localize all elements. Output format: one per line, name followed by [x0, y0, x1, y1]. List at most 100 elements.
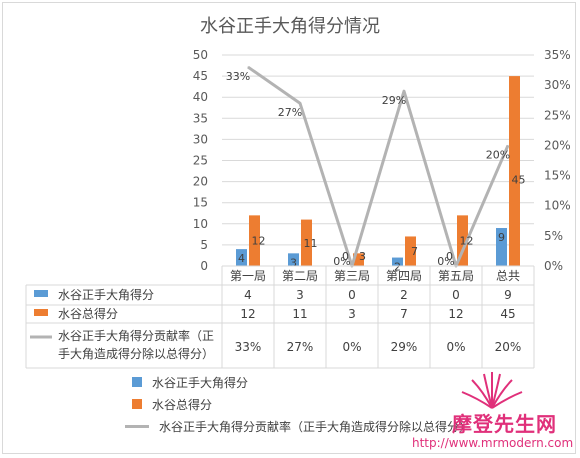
- bar-series2: [353, 253, 364, 266]
- bar-series2: [301, 219, 312, 266]
- table-swatch-series2: [34, 309, 48, 316]
- right-tick-label: 25%: [544, 108, 571, 122]
- table-cell: 12: [448, 307, 463, 321]
- watermark: 摩登先生网 http://www.mrmodern.com: [412, 372, 574, 450]
- table-category-label: 第一局: [230, 269, 266, 283]
- left-tick-label: 50: [193, 48, 208, 62]
- legend-item-series2: 水谷总得分: [132, 394, 471, 414]
- table-cell: 3: [296, 288, 304, 302]
- legend-label-series2: 水谷总得分: [152, 397, 213, 412]
- table-category-label: 第四局: [386, 269, 422, 283]
- line-point-series3: [507, 144, 509, 146]
- table-row-name: 水谷正手大角得分贡献率（正: [58, 328, 214, 343]
- watermark-url: http://www.mrmodern.com: [412, 436, 574, 450]
- bar-label-series2: 45: [512, 174, 526, 187]
- left-tick-label: 45: [193, 69, 208, 83]
- line-label-series3: 27%: [278, 106, 302, 119]
- line-point-series3: [403, 90, 405, 92]
- table-cell: 0%: [446, 340, 465, 354]
- line-label-series3: 29%: [382, 94, 406, 107]
- right-tick-label: 0%: [544, 259, 563, 273]
- left-tick-label: 20: [193, 175, 208, 189]
- watermark-title: 摩登先生网: [452, 412, 557, 436]
- bar-label-series1: 4: [238, 252, 245, 265]
- table-swatch-series1: [34, 290, 48, 297]
- right-tick-label: 30%: [544, 78, 571, 92]
- left-axis: 0 5 10 15 20 25 30 35 40 45 50: [193, 48, 208, 273]
- bar-label-series2: 12: [252, 235, 266, 248]
- bar-series1: [392, 257, 403, 266]
- bar-series1: [496, 228, 507, 266]
- bar-label-series1: 0: [446, 250, 453, 263]
- line-point-series3: [299, 102, 301, 104]
- right-tick-label: 35%: [544, 48, 571, 62]
- bar-label-series1: 9: [498, 231, 505, 244]
- table-cell: 12: [240, 307, 255, 321]
- table-category-label: 总共: [496, 269, 520, 283]
- line-label-series3: 33%: [226, 70, 250, 83]
- table-row-name: 水谷正手大角得分: [58, 287, 154, 302]
- table-category-label: 第三局: [334, 269, 370, 283]
- legend-label-series1: 水谷正手大角得分: [152, 375, 249, 390]
- chart-title: 水谷正手大角得分情况: [200, 16, 380, 37]
- left-tick-label: 0: [200, 259, 208, 273]
- bar-label-series2: 7: [411, 245, 418, 258]
- table-category-label: 第五局: [438, 269, 474, 283]
- watermark-flower-icon: [461, 372, 523, 409]
- right-tick-label: 15%: [544, 169, 571, 183]
- legend-swatch-series2: [132, 399, 142, 409]
- bar-series2: [457, 215, 468, 266]
- right-tick-label: 10%: [544, 199, 571, 213]
- table-cell: 33%: [235, 340, 262, 354]
- bar-series2: [249, 215, 260, 266]
- bar-label-series1: 3: [290, 256, 297, 269]
- legend-label-series3: 水谷正手大角得分贡献率（正手大角造成得分除以总得分）: [159, 419, 472, 434]
- table-row-name: 手大角造成得分除以总得分）: [58, 346, 214, 361]
- legend-item-series3: 水谷正手大角得分贡献率（正手大角造成得分除以总得分）: [125, 416, 472, 436]
- bar-series1: [288, 253, 299, 266]
- right-tick-label: 20%: [544, 138, 571, 152]
- table-cell: 7: [400, 307, 408, 321]
- table-cell: 2: [400, 288, 408, 302]
- table-cell: 0%: [342, 340, 361, 354]
- legend-item-series1: 水谷正手大角得分: [132, 372, 471, 392]
- table-cell: 3: [348, 307, 356, 321]
- chart-frame: [2, 2, 576, 454]
- bars: [236, 76, 520, 266]
- bar-series2: [405, 236, 416, 266]
- legend: 水谷正手大角得分 水谷总得分 水谷正手大角得分贡献率（正手大角造成得分除以总得分…: [125, 372, 472, 438]
- table-cell: 4: [244, 288, 252, 302]
- left-tick-label: 35: [193, 111, 208, 125]
- line-label-series3: 0%: [437, 255, 454, 268]
- bar-series1: [236, 249, 247, 266]
- table-cell: 0: [348, 288, 356, 302]
- table-cell: 45: [500, 307, 515, 321]
- left-tick-label: 25: [193, 154, 208, 168]
- bar-label-series2: 11: [304, 237, 318, 250]
- left-tick-label: 15: [193, 196, 208, 210]
- bar-label-series1: 2: [394, 261, 401, 274]
- table-cell: 27%: [287, 340, 314, 354]
- left-tick-label: 30: [193, 132, 208, 146]
- left-tick-label: 40: [193, 90, 208, 104]
- right-tick-label: 5%: [544, 229, 563, 243]
- table-cell: 9: [504, 288, 512, 302]
- table-cell: 11: [292, 307, 307, 321]
- legend-swatch-series1: [132, 377, 142, 387]
- table-cell: 29%: [391, 340, 418, 354]
- bar-label-series1: 0: [342, 250, 349, 263]
- left-tick-label: 5: [200, 238, 208, 252]
- bar-label-series2: 12: [460, 235, 474, 248]
- gridlines: [222, 54, 534, 246]
- table-category-label: 第二局: [282, 269, 318, 283]
- bar-series2: [509, 76, 520, 266]
- bar-label-series2: 3: [359, 250, 366, 263]
- table-row-name: 水谷总得分: [58, 306, 118, 321]
- left-tick-label: 10: [193, 217, 208, 231]
- line-label-series3: 20%: [486, 148, 510, 161]
- right-axis: 0% 5% 10% 15% 20% 25% 30% 35%: [544, 48, 571, 273]
- table-cell: 20%: [495, 340, 522, 354]
